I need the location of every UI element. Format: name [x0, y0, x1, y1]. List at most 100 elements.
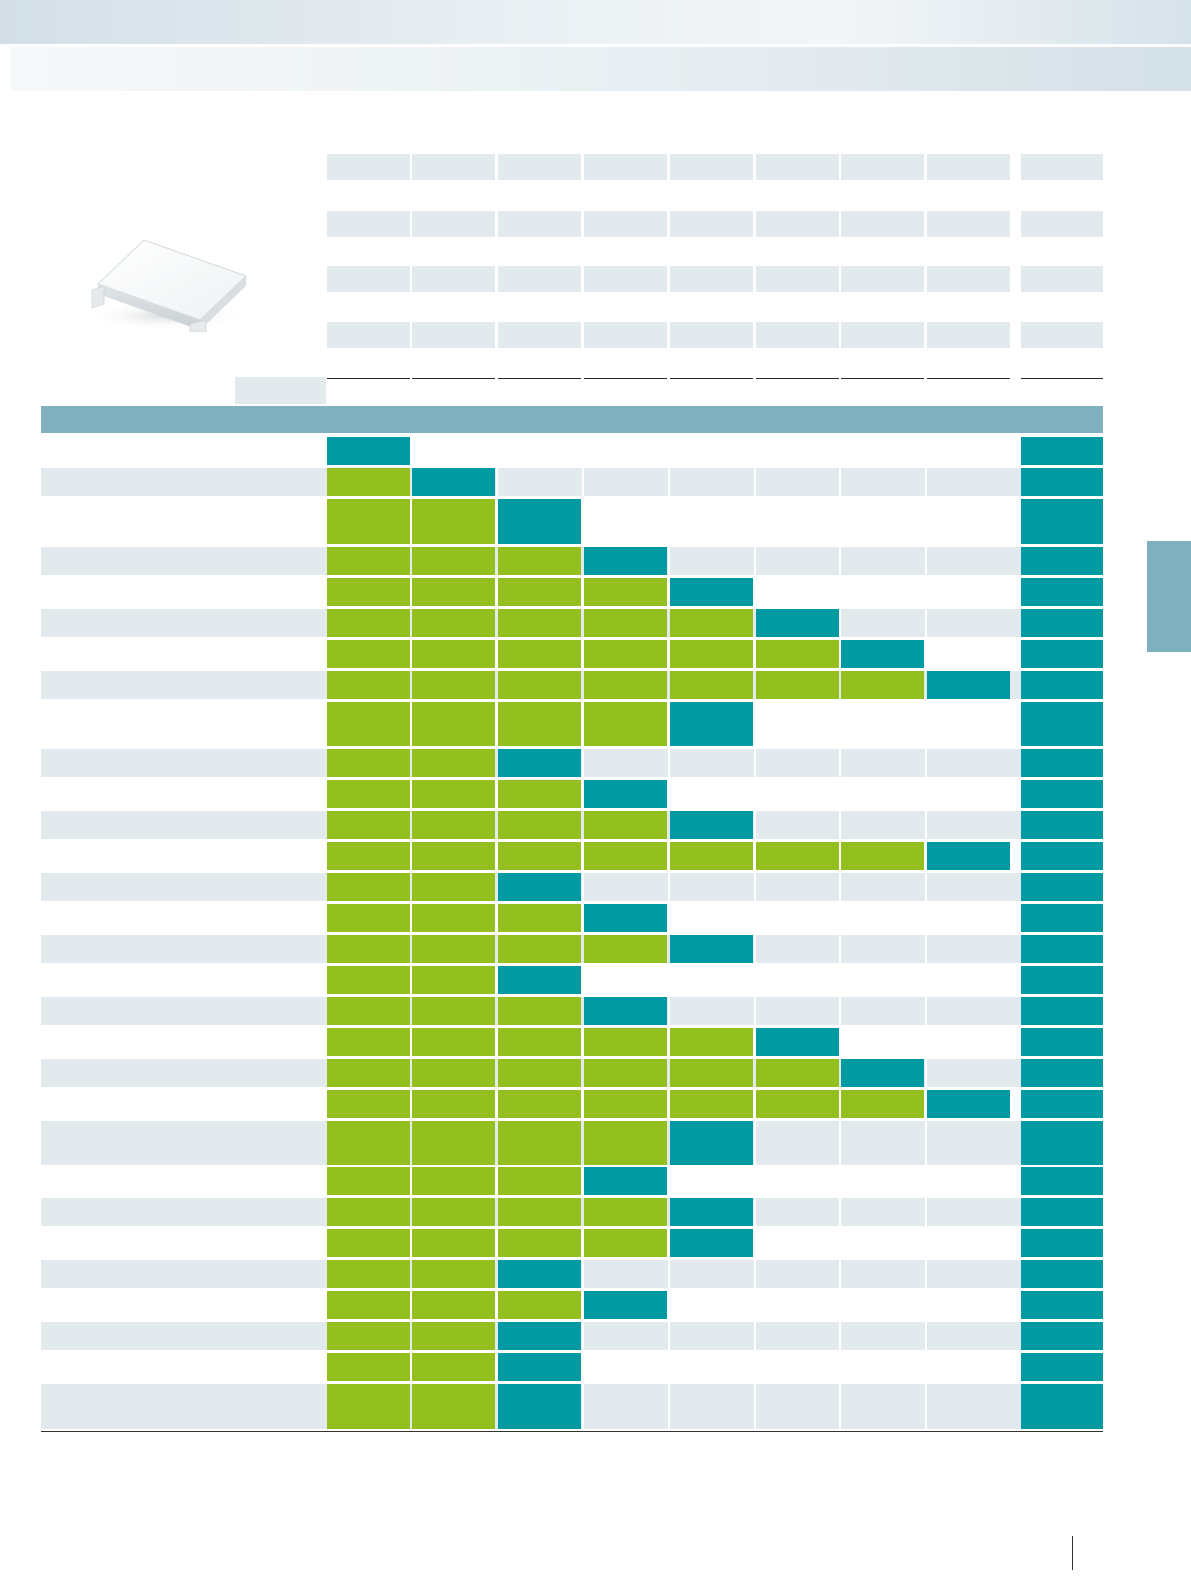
header-cell [1021, 211, 1103, 237]
matrix-cell-empty [925, 873, 927, 901]
matrix-cell-compatible [756, 640, 839, 668]
matrix-cell-compatible [412, 904, 495, 932]
matrix-cell-base [670, 1229, 753, 1257]
matrix-cell-compatible [412, 1291, 495, 1319]
header-cell [927, 266, 1010, 292]
matrix-cell-compatible [412, 873, 495, 901]
matrix-cell-empty [839, 1260, 841, 1288]
matrix-cell-compatible [412, 640, 495, 668]
matrix-cell-base [1021, 1059, 1103, 1087]
matrix-cell-empty [925, 997, 927, 1025]
section-header-band [41, 406, 1103, 433]
header-underline [498, 378, 581, 379]
matrix-cell-compatible [498, 1291, 581, 1319]
header-cell [584, 211, 667, 237]
header-cell [670, 266, 753, 292]
header-underline [412, 378, 495, 379]
title-band [10, 47, 1191, 91]
header-cell [841, 154, 924, 180]
matrix-cell-base [1021, 811, 1103, 839]
matrix-cell-base [1021, 1322, 1103, 1350]
matrix-cell-base [1021, 1384, 1103, 1429]
header-underline [756, 378, 839, 379]
matrix-cell-compatible [670, 640, 753, 668]
matrix-cell-base [841, 1059, 924, 1087]
header-underline [1021, 378, 1103, 379]
matrix-cell-base [327, 437, 410, 465]
matrix-cell-compatible [498, 1229, 581, 1257]
matrix-cell-compatible [498, 1090, 581, 1118]
matrix-cell-empty [925, 1260, 927, 1288]
matrix-cell-compatible [412, 1353, 495, 1381]
matrix-cell-compatible [670, 842, 753, 870]
matrix-cell-compatible [327, 640, 410, 668]
matrix-cell-base [1021, 904, 1103, 932]
matrix-cell-compatible [584, 1028, 667, 1056]
matrix-cell-base [1021, 671, 1103, 699]
matrix-cell-compatible [327, 1322, 410, 1350]
matrix-cell-compatible [327, 702, 410, 746]
matrix-cell-compatible [498, 702, 581, 746]
matrix-cell-empty [668, 468, 670, 496]
matrix-cell-compatible [327, 1167, 410, 1195]
matrix-cell-compatible [327, 609, 410, 637]
header-underline [841, 378, 924, 379]
matrix-cell-empty [582, 468, 584, 496]
header-cell [841, 322, 924, 348]
header-cell [327, 266, 410, 292]
matrix-cell-compatible [412, 1198, 495, 1226]
matrix-cell-base [1021, 609, 1103, 637]
matrix-cell-compatible [327, 1260, 410, 1288]
matrix-cell-base [670, 811, 753, 839]
matrix-cell-base [498, 1260, 581, 1288]
matrix-cell-empty [839, 468, 841, 496]
matrix-cell-compatible [327, 1090, 410, 1118]
matrix-cell-base [1021, 935, 1103, 963]
matrix-cell-empty [839, 873, 841, 901]
matrix-cell-empty [925, 935, 927, 963]
matrix-cell-empty [582, 873, 584, 901]
matrix-cell-base [498, 1353, 581, 1381]
header-cell [412, 266, 495, 292]
matrix-cell-compatible [327, 904, 410, 932]
matrix-cell-base [1021, 997, 1103, 1025]
matrix-cell-empty [839, 609, 841, 637]
matrix-cell-base [670, 1198, 753, 1226]
matrix-cell-compatible [412, 671, 495, 699]
matrix-cell-base [498, 1384, 581, 1429]
header-cell [927, 154, 1010, 180]
matrix-cell-base [1021, 780, 1103, 808]
matrix-cell-compatible [327, 468, 410, 496]
matrix-cell-base [1021, 749, 1103, 777]
matrix-cell-empty [839, 811, 841, 839]
chapter-side-tab[interactable] [1147, 541, 1191, 652]
matrix-cell-base [584, 547, 667, 575]
matrix-cell-compatible [498, 609, 581, 637]
matrix-cell-compatible [498, 578, 581, 606]
matrix-cell-compatible [327, 873, 410, 901]
matrix-cell-compatible [498, 1198, 581, 1226]
matrix-cell-compatible [412, 609, 495, 637]
matrix-cell-compatible [412, 547, 495, 575]
matrix-cell-compatible [670, 1028, 753, 1056]
matrix-cell-compatible [498, 547, 581, 575]
header-cell [756, 322, 839, 348]
matrix-cell-empty [668, 1384, 670, 1429]
matrix-cell-compatible [327, 1198, 410, 1226]
matrix-cell-empty [754, 749, 756, 777]
matrix-cell-empty [668, 749, 670, 777]
matrix-cell-compatible [412, 1260, 495, 1288]
matrix-cell-empty [754, 1198, 756, 1226]
header-cell [1021, 266, 1103, 292]
header-cell [756, 154, 839, 180]
matrix-cell-base [1021, 1121, 1103, 1165]
matrix-cell-compatible [670, 1059, 753, 1087]
matrix-cell-base [1021, 1260, 1103, 1288]
matrix-cell-empty [582, 1260, 584, 1288]
matrix-cell-compatible [412, 1121, 495, 1165]
header-cell [327, 322, 410, 348]
matrix-cell-compatible [327, 935, 410, 963]
matrix-cell-compatible [584, 1059, 667, 1087]
matrix-cell-empty [839, 749, 841, 777]
matrix-cell-compatible [584, 1198, 667, 1226]
